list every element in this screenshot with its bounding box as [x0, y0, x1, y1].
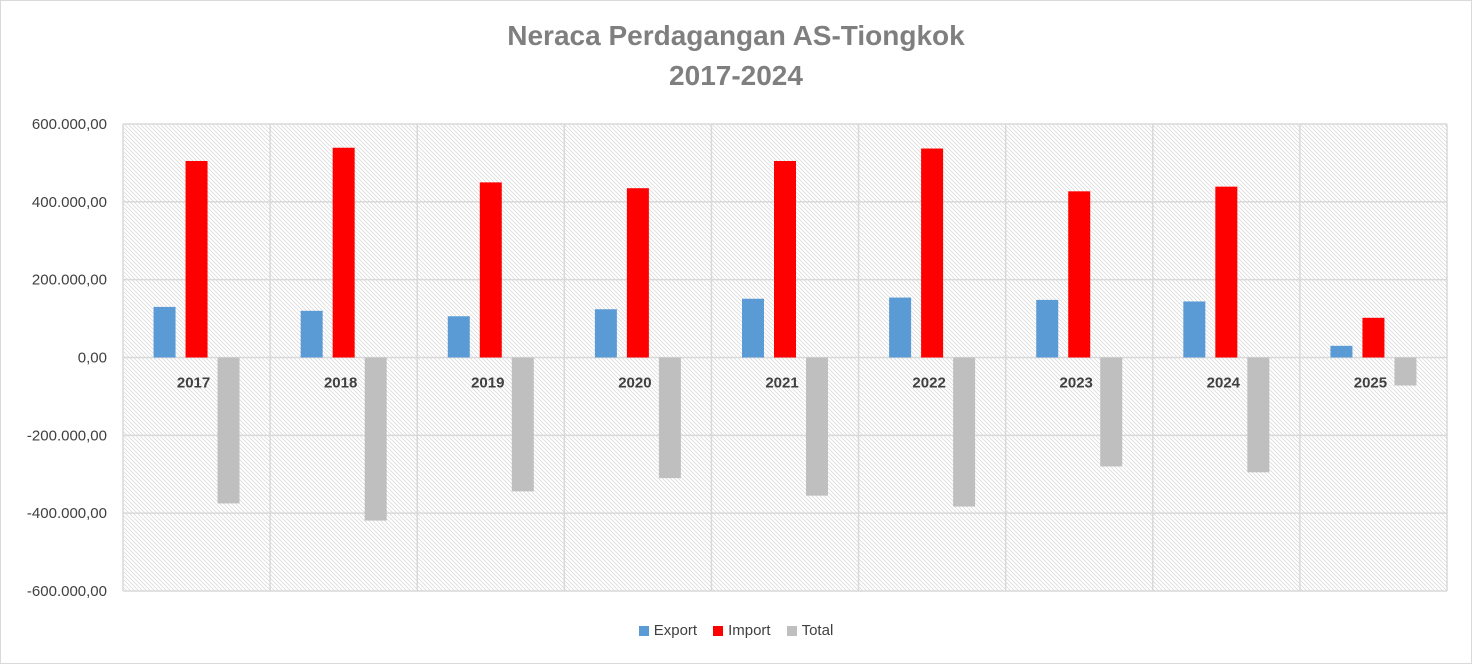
- category-label-2022: 2022: [912, 375, 945, 392]
- bar-import-2025: [1362, 317, 1385, 358]
- category-label-2021: 2021: [765, 375, 798, 392]
- bar-total-2019: [511, 357, 534, 492]
- category-label-2020: 2020: [618, 375, 651, 392]
- chart-subtitle: 2017-2024: [669, 60, 803, 91]
- legend-label-export: Export: [653, 622, 698, 639]
- bar-import-2020: [626, 188, 649, 358]
- legend-item-import: Import: [713, 622, 771, 639]
- bar-export-2023: [1036, 299, 1059, 358]
- y-tick-label: 200.000,00: [32, 272, 107, 289]
- legend-swatch-export: [638, 625, 649, 636]
- legend-item-total: Total: [786, 622, 834, 639]
- category-label-2018: 2018: [324, 375, 357, 392]
- bar-total-2025: [1394, 357, 1417, 386]
- bar-total-2023: [1100, 357, 1123, 467]
- category-label-2023: 2023: [1060, 375, 1093, 392]
- bar-export-2024: [1183, 301, 1206, 358]
- bar-import-2022: [921, 148, 944, 358]
- bar-export-2022: [889, 297, 912, 358]
- category-label-2025: 2025: [1354, 375, 1387, 392]
- bar-export-2019: [447, 316, 470, 358]
- y-tick-label: -400.000,00: [27, 505, 107, 522]
- bar-total-2017: [217, 357, 240, 504]
- y-tick-label: -600.000,00: [27, 583, 107, 600]
- bar-export-2020: [594, 309, 617, 358]
- legend-label-total: Total: [801, 622, 834, 639]
- chart-title: Neraca Perdagangan AS-Tiongkok: [507, 20, 965, 51]
- bar-export-2017: [153, 306, 176, 358]
- bar-total-2022: [953, 357, 976, 507]
- bar-import-2024: [1215, 186, 1238, 358]
- y-tick-label: 400.000,00: [32, 194, 107, 211]
- legend-swatch-import: [713, 625, 724, 636]
- legend-swatch-total: [786, 625, 797, 636]
- bar-total-2024: [1247, 357, 1270, 473]
- legend: Export Import Total: [0, 622, 1472, 639]
- y-tick-label: 600.000,00: [32, 116, 107, 133]
- bar-total-2018: [364, 357, 387, 521]
- bar-import-2018: [332, 147, 355, 358]
- category-label-2019: 2019: [471, 375, 504, 392]
- bar-import-2023: [1068, 191, 1091, 358]
- y-tick-label: -200.000,00: [27, 427, 107, 444]
- bar-import-2021: [774, 160, 796, 358]
- legend-label-import: Import: [728, 622, 771, 639]
- bar-total-2021: [806, 357, 828, 496]
- category-label-2024: 2024: [1207, 375, 1241, 392]
- bar-export-2025: [1330, 345, 1353, 358]
- bar-total-2020: [658, 357, 681, 479]
- category-label-2017: 2017: [177, 375, 210, 392]
- bar-import-2017: [185, 160, 208, 358]
- bar-import-2019: [479, 182, 502, 358]
- bar-export-2021: [742, 298, 764, 358]
- y-tick-label: 0,00: [78, 350, 107, 367]
- legend-item-export: Export: [638, 622, 698, 639]
- bar-export-2018: [300, 310, 323, 358]
